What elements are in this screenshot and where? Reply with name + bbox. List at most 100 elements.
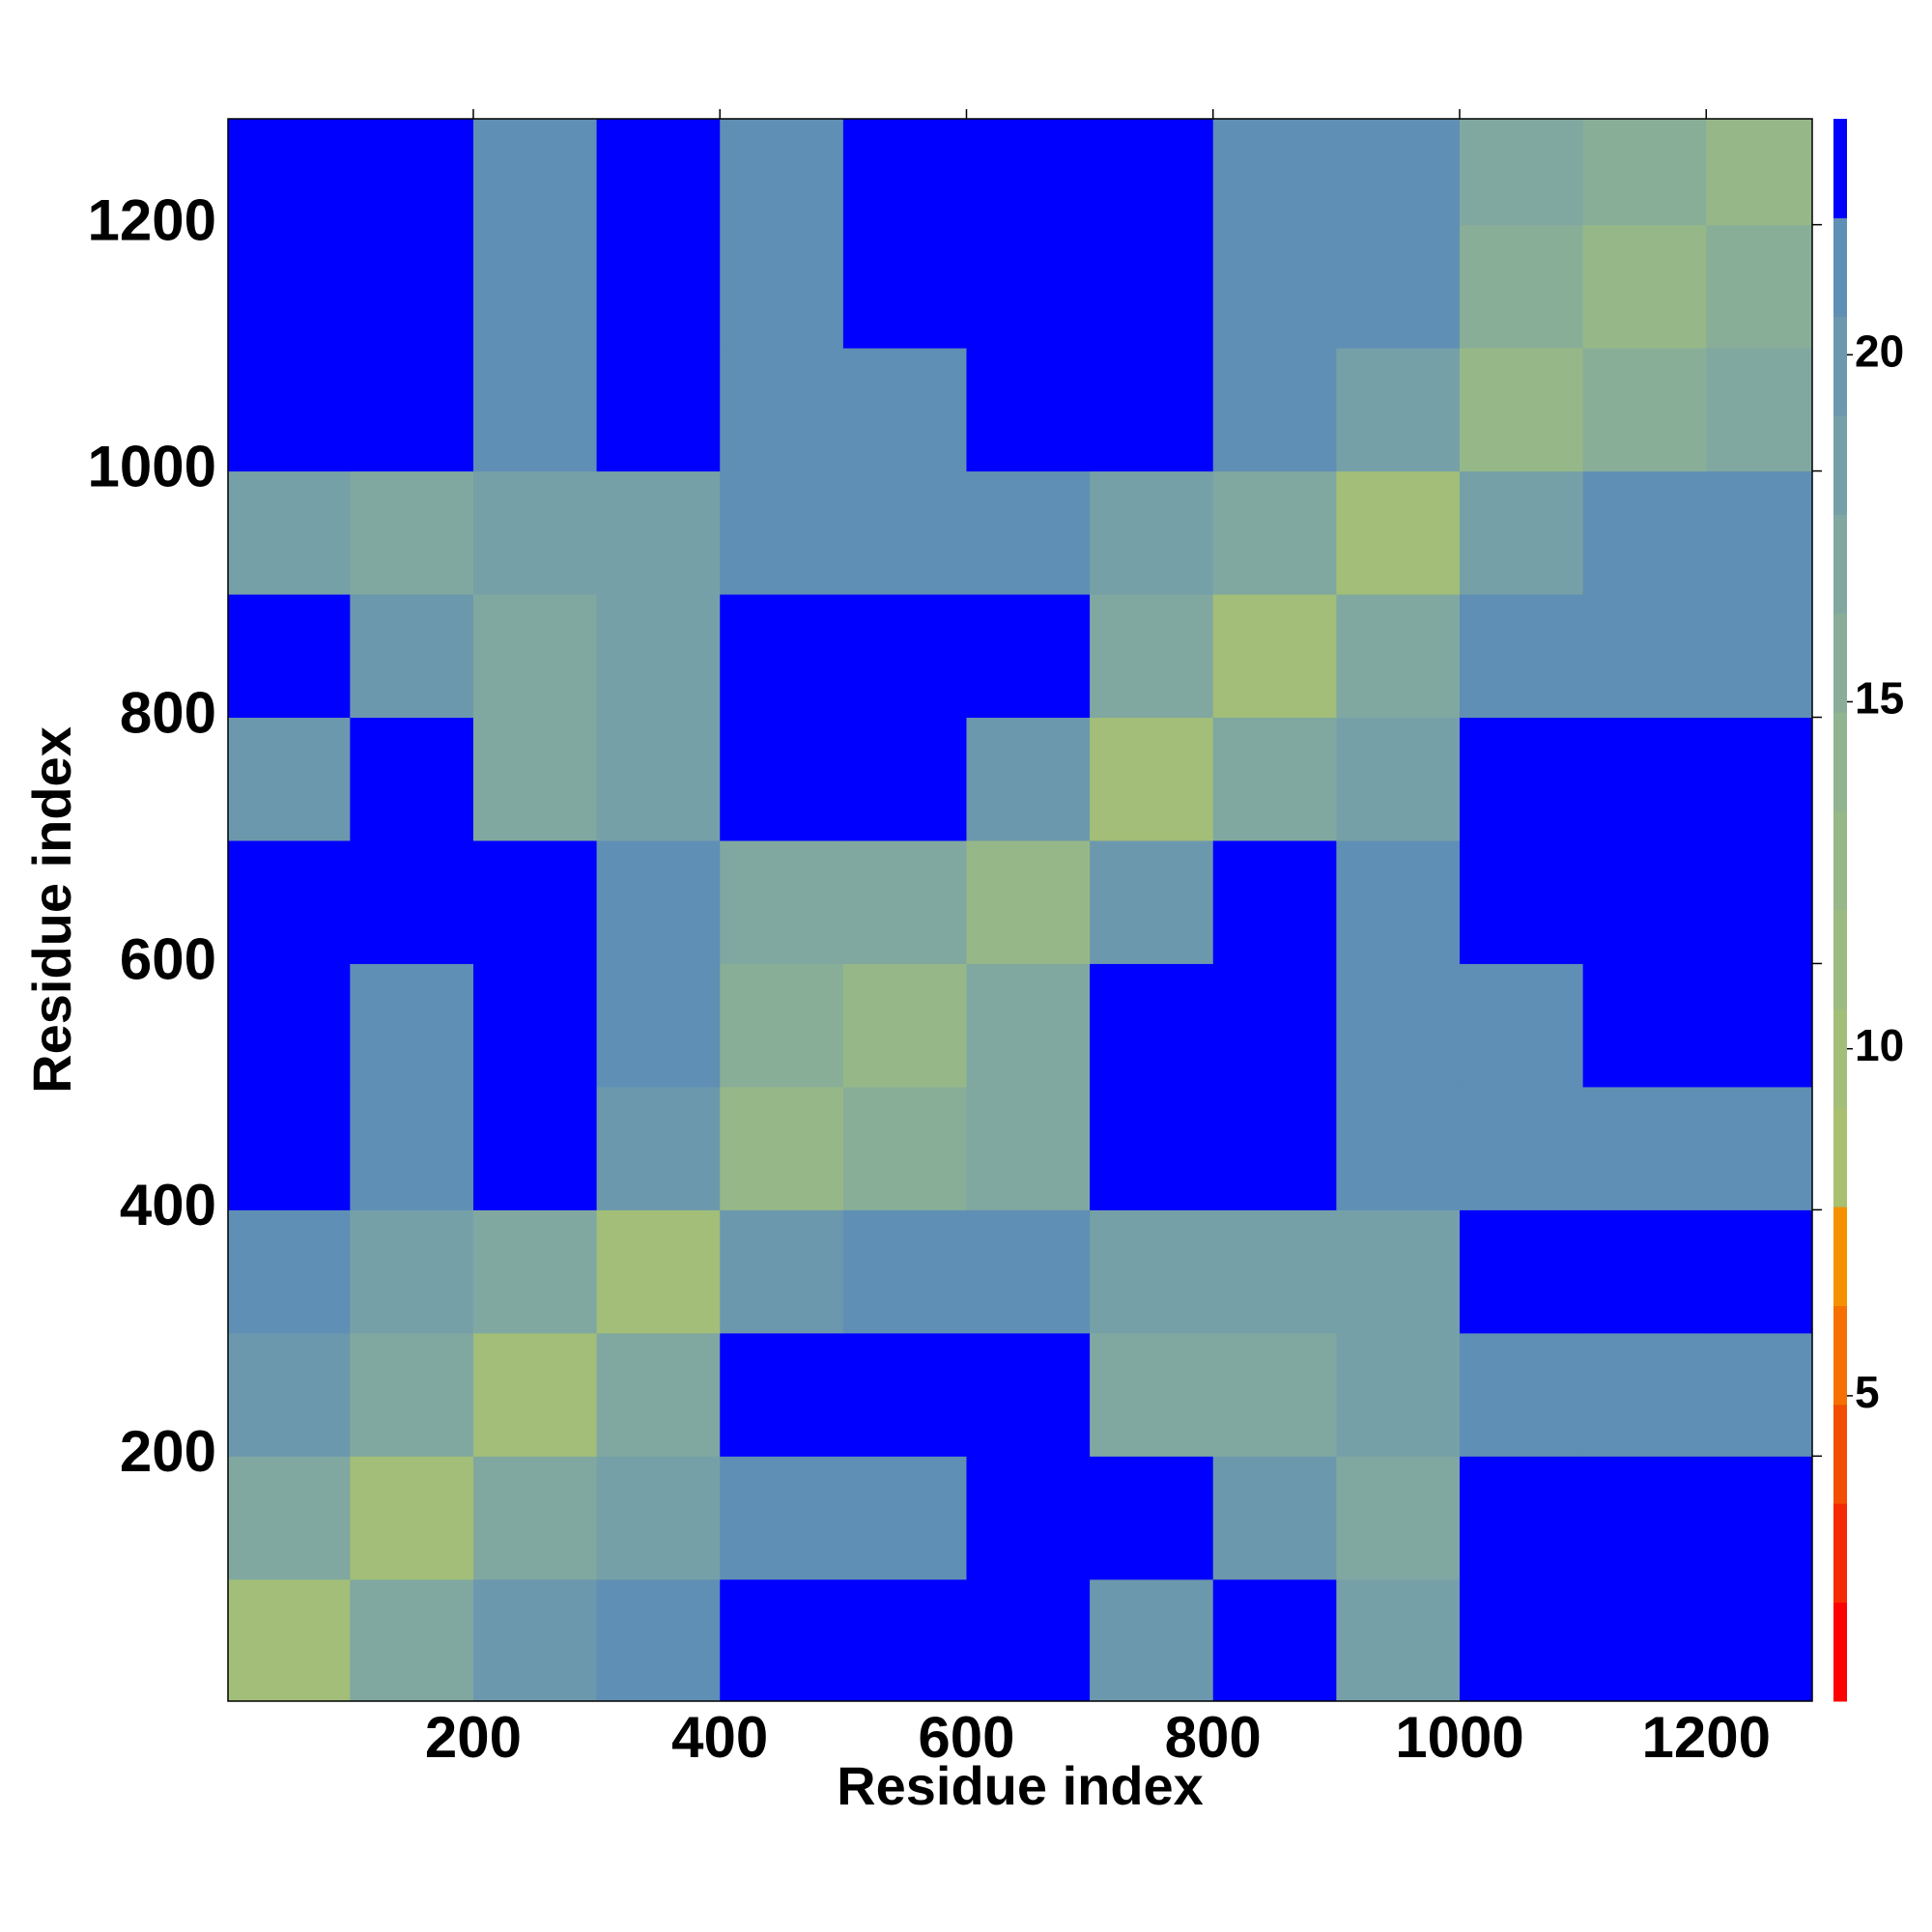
heatmap-cell: [1212, 119, 1337, 226]
heatmap-cell: [1090, 348, 1214, 472]
heatmap-cell: [472, 1209, 598, 1334]
heatmap-cell: [228, 963, 351, 1088]
heatmap-cell: [228, 224, 351, 349]
colorbar-band: [1833, 1503, 1847, 1604]
heatmap-cell: [842, 348, 967, 472]
colorbar-band: [1833, 217, 1847, 318]
y-tick-label: 1200: [88, 187, 216, 252]
heatmap-cell: [472, 470, 598, 595]
colorbar-band: [1833, 316, 1847, 416]
heatmap-cell: [1212, 224, 1337, 349]
heatmap-cell: [1212, 1578, 1337, 1701]
heatmap-cell: [596, 594, 721, 719]
heatmap-cell: [1336, 224, 1461, 349]
heatmap-cell: [596, 470, 721, 595]
colorbar-band: [1833, 514, 1847, 614]
heatmap-cell: [1582, 1332, 1707, 1457]
heatmap-cell: [1336, 839, 1461, 964]
colorbar-band: [1833, 415, 1847, 515]
heatmap-cell: [596, 1456, 721, 1580]
heatmap-cell: [842, 119, 967, 226]
heatmap-cell: [228, 839, 351, 964]
heatmap-cell: [720, 1578, 844, 1701]
heatmap-cell: [596, 1578, 721, 1701]
heatmap-cell: [1582, 963, 1707, 1088]
heatmap-cell: [1582, 348, 1707, 472]
heatmap-cell: [1212, 839, 1337, 964]
heatmap-cell: [228, 1209, 351, 1334]
heatmap-cell: [1582, 470, 1707, 595]
y-tick-label: 600: [120, 926, 216, 991]
heatmap-cell: [720, 594, 844, 719]
heatmap-cell: [842, 224, 967, 349]
heatmap-cell: [350, 1209, 474, 1334]
heatmap-cell: [1459, 963, 1584, 1088]
heatmap-cell: [596, 717, 721, 841]
heatmap-cell: [1582, 839, 1707, 964]
heatmap-cell: [1090, 1456, 1214, 1580]
x-tick-label: 400: [671, 1705, 768, 1770]
heatmap-cell: [596, 963, 721, 1088]
y-axis-title: Residue index: [21, 726, 82, 1094]
colorbar-band: [1833, 1602, 1847, 1702]
heatmap-cell: [1336, 470, 1461, 595]
heatmap-cell: [472, 594, 598, 719]
x-tick-label: 1000: [1395, 1705, 1523, 1770]
heatmap-cell: [350, 1086, 474, 1210]
heatmap-cell: [966, 1332, 1091, 1457]
heatmap-cell: [966, 594, 1091, 719]
heatmap-cell: [1706, 839, 1812, 964]
colorbar-band: [1833, 1305, 1847, 1406]
heatmap-cell: [720, 1332, 844, 1457]
heatmap-cell: [1706, 1578, 1812, 1701]
heatmap-cell: [350, 963, 474, 1088]
colorbar-band: [1833, 119, 1847, 218]
x-tick-label: 800: [1165, 1705, 1262, 1770]
heatmap-cell: [596, 1209, 721, 1334]
heatmap-cell: [1459, 717, 1584, 841]
x-tick-label: 600: [918, 1705, 1014, 1770]
heatmap-cell: [228, 348, 351, 472]
heatmap-cell: [472, 717, 598, 841]
heatmap-cell: [1212, 594, 1337, 719]
heatmap-cell: [472, 1456, 598, 1580]
heatmap-cell: [1706, 1209, 1812, 1334]
heatmap-cell: [720, 1086, 844, 1210]
heatmap-cell: [842, 839, 967, 964]
plot-frame: [227, 118, 1813, 1702]
colorbar-band: [1833, 1207, 1847, 1306]
heatmap-cell: [842, 1086, 967, 1210]
heatmap-cell: [350, 119, 474, 226]
heatmap-cell: [966, 1086, 1091, 1210]
heatmap-cell: [228, 1086, 351, 1210]
heatmap-cell: [1090, 839, 1214, 964]
heatmap-cell: [1582, 1209, 1707, 1334]
colorbar-band: [1833, 1009, 1847, 1109]
heatmap-cell: [1336, 1578, 1461, 1701]
heatmap-cell: [1336, 1086, 1461, 1210]
heatmap-cell: [1582, 1578, 1707, 1701]
heatmap-cell: [1336, 963, 1461, 1088]
heatmap-cell: [472, 1086, 598, 1210]
heatmap-cell: [966, 119, 1091, 226]
heatmap-cell: [1706, 1332, 1812, 1457]
colorbar-band: [1833, 712, 1847, 812]
heatmap-cell: [1212, 717, 1337, 841]
heatmap-cell: [1090, 470, 1214, 595]
heatmap-cell: [228, 1456, 351, 1580]
heatmap-cell: [966, 963, 1091, 1088]
heatmap-cell: [1212, 470, 1337, 595]
heatmap-cell: [1090, 963, 1214, 1088]
heatmap-cell: [228, 470, 351, 595]
x-axis-title: Residue index: [837, 1755, 1204, 1816]
heatmap-cell: [720, 470, 844, 595]
heatmap-cell: [350, 470, 474, 595]
colorbar-band: [1833, 612, 1847, 713]
y-tick-label: 400: [120, 1173, 216, 1237]
heatmap-cell: [1090, 717, 1214, 841]
heatmap-cell: [1212, 1332, 1337, 1457]
heatmap-cell: [350, 1578, 474, 1701]
heatmap-cell: [472, 963, 598, 1088]
heatmap-cell: [1582, 119, 1707, 226]
heatmap-cell: [1706, 470, 1812, 595]
